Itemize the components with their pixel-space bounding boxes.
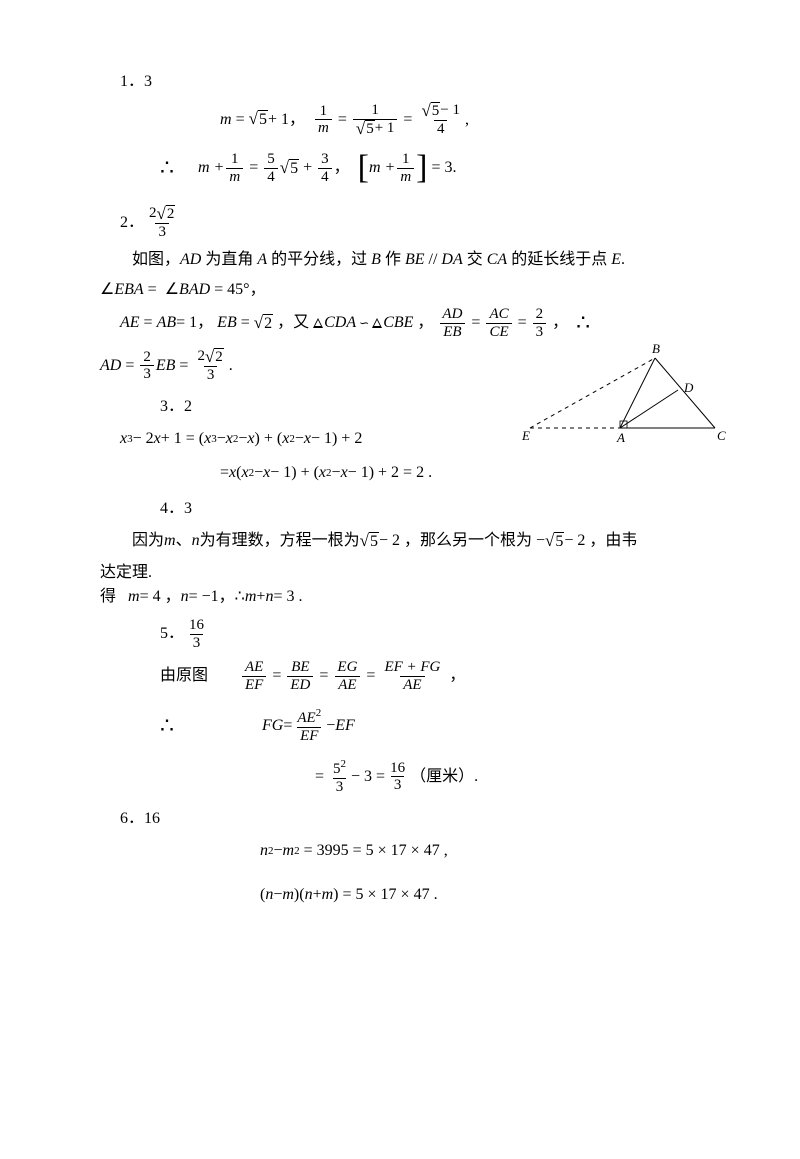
- q1-eq1: m = √5 + 1 ， 1m = 1 √5+ 1 = √5− 1 4 ,: [220, 102, 740, 137]
- q6-line1: n2 − m2 = 3995 = 5 × 17 × 47 ,: [260, 839, 740, 863]
- q4-heading: 4．3: [160, 497, 740, 521]
- q2-para2: ∠EBA = ∠BAD = 45°，: [100, 278, 740, 302]
- q5-line3: = 523 − 3 = 163 （厘米）.: [315, 758, 740, 795]
- q2-line4-wrapper: AD = 23 EB = 2√2 3 . BDEAC: [100, 348, 740, 383]
- q1-eq2: ∴ m + 1m = 54 √5 + 34 ， [ m + 1m ] = 3.: [160, 151, 740, 185]
- q4-para2: 达定理.: [100, 561, 740, 585]
- q2-heading: 2． 2√2 3: [120, 205, 740, 240]
- similar-icon: ∽: [359, 320, 369, 326]
- q4-para3: 得 m = 4 ， n = −1， ∴ m + n = 3 .: [100, 585, 740, 609]
- q4-para1: 因为 m、n 为有理数，方程一根为 √5 − 2 ，那么另一个根为 − √5 −…: [132, 529, 740, 553]
- svg-text:C: C: [717, 428, 726, 443]
- svg-text:E: E: [521, 428, 530, 443]
- q2-line3: AE = AB = 1， EB = √2 ， 又 CDA ∽ CBE ， ADE…: [120, 306, 740, 340]
- triangle-icon: [372, 318, 382, 328]
- svg-text:B: B: [652, 341, 660, 356]
- q1-num: 1: [120, 70, 128, 94]
- geometry-figure: B D E A C: [520, 338, 730, 448]
- q6-line2: (n − m)(n + m) = 5 × 17 × 47 .: [260, 883, 740, 907]
- q5-line1: 由原图 AEEF = BEED = EGAE = EF + FGAE ，: [160, 659, 740, 693]
- q5-heading: 5． 163: [160, 617, 740, 651]
- svg-text:A: A: [616, 430, 625, 445]
- q6-heading: 6．16: [120, 807, 740, 831]
- q3-line2: = x(x2 − x − 1) + (x2 − x − 1) + 2 = 2 .: [220, 461, 740, 485]
- q5-line2: ∴ FG = AE2EF − EF: [160, 707, 740, 744]
- q1-ans: 3: [144, 70, 152, 94]
- svg-text:D: D: [683, 380, 694, 395]
- triangle-icon: [313, 318, 323, 328]
- q1-heading: 1．3: [120, 70, 740, 94]
- q2-para1: 如图，AD 为直角 A 的平分线，过 B 作 BE // DA 交 CA 的延长…: [100, 248, 740, 272]
